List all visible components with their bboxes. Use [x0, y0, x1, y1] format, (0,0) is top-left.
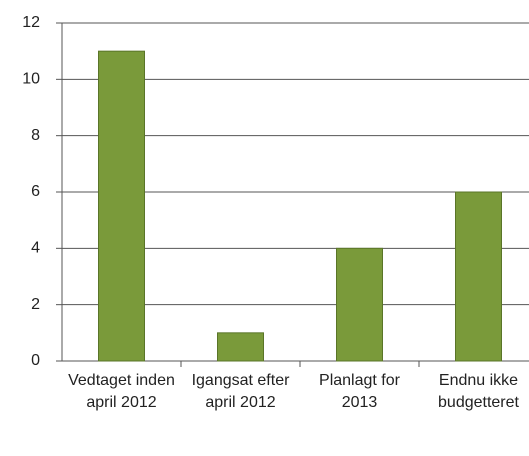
x-tick-label: Igangsat efter april 2012: [191, 372, 290, 411]
y-tick-label: 10: [22, 71, 40, 88]
bar: [98, 50, 145, 362]
bar: [336, 247, 383, 362]
y-tick-label: 2: [31, 296, 40, 313]
y-tick-label: 0: [31, 352, 40, 369]
x-tick-label: Endnu ikke budgetteret: [438, 372, 519, 411]
y-tick-label: 12: [22, 14, 40, 31]
x-tick-label: Planlagt for 2013: [319, 372, 400, 411]
y-tick-label: 4: [31, 240, 40, 257]
x-tick-label: Vedtaget inden april 2012: [68, 372, 175, 411]
bar: [455, 191, 502, 362]
y-tick-label: 8: [31, 127, 40, 144]
y-tick-label: 6: [31, 183, 40, 200]
bar: [217, 332, 264, 362]
